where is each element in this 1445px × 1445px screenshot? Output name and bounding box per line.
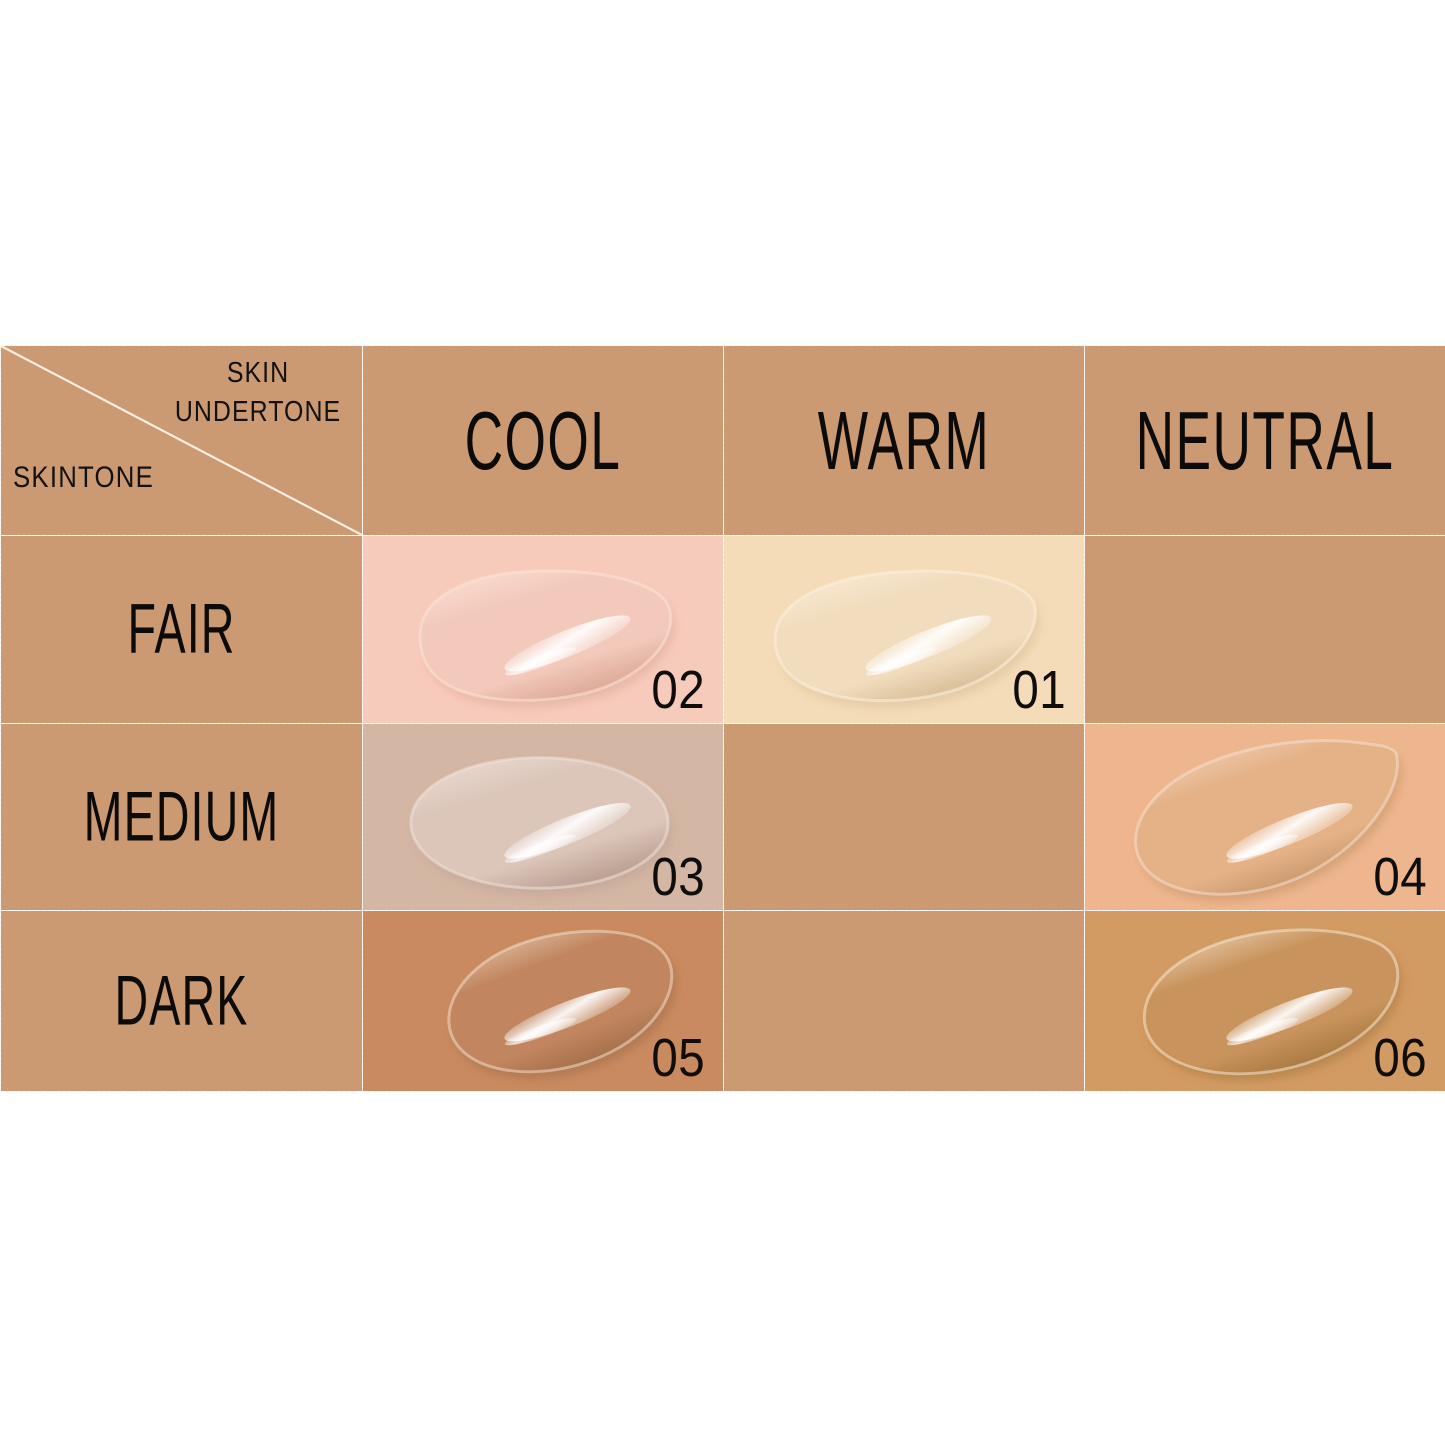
column-header-cool: COOL (362, 345, 724, 536)
cell-medium-neutral[interactable]: 04 (1084, 723, 1445, 911)
cell-fair-warm[interactable]: 01 (723, 535, 1085, 724)
foundation-swatch-blob (725, 725, 1084, 910)
skintone-axis-label: SKINTONE (13, 461, 155, 494)
column-header-warm: WARM (723, 345, 1085, 536)
shade-number: 02 (651, 660, 705, 720)
foundation-swatch-blob (1086, 537, 1445, 723)
table-row: DARK 05 06 (0, 910, 1445, 1092)
shade-matrix: SKIN UNDERTONE SKINTONE COOL WARM NEUTRA… (0, 345, 1445, 1092)
row-header-dark: DARK (0, 910, 363, 1092)
undertone-label-line1: SKIN (226, 357, 290, 389)
row-header-label: DARK (114, 961, 249, 1040)
column-header-label: WARM (817, 393, 991, 487)
column-header-label: COOL (464, 393, 622, 487)
cell-dark-neutral[interactable]: 06 (1084, 910, 1445, 1092)
table-row: FAIR 02 01 (0, 535, 1445, 724)
row-header-medium: MEDIUM (0, 723, 363, 911)
cell-fair-cool[interactable]: 02 (362, 535, 724, 724)
header-row: SKIN UNDERTONE SKINTONE COOL WARM NEUTRA… (0, 345, 1445, 536)
table-row: MEDIUM 03 04 (0, 723, 1445, 911)
undertone-label-line2: UNDERTONE (174, 396, 342, 429)
column-header-neutral: NEUTRAL (1084, 345, 1445, 536)
cell-dark-cool[interactable]: 05 (362, 910, 724, 1092)
shade-number: 06 (1373, 1028, 1427, 1088)
shade-matrix-table: SKIN UNDERTONE SKINTONE COOL WARM NEUTRA… (0, 345, 1445, 1092)
cell-medium-cool[interactable]: 03 (362, 723, 724, 911)
shade-number: 04 (1373, 847, 1427, 907)
cell-dark-warm[interactable] (723, 910, 1085, 1092)
axis-corner-cell: SKIN UNDERTONE SKINTONE (0, 345, 363, 536)
column-header-label: NEUTRAL (1135, 393, 1395, 487)
cell-fair-neutral[interactable] (1084, 535, 1445, 724)
shade-number: 01 (1012, 660, 1066, 720)
row-header-fair: FAIR (0, 535, 363, 724)
foundation-swatch-blob (725, 912, 1084, 1091)
cell-medium-warm[interactable] (723, 723, 1085, 911)
skin-undertone-axis-label: SKIN UNDERTONE (172, 354, 344, 432)
shade-number: 03 (651, 847, 705, 907)
shade-number: 05 (651, 1028, 705, 1088)
row-header-label: FAIR (127, 589, 236, 669)
row-header-label: MEDIUM (83, 777, 280, 856)
